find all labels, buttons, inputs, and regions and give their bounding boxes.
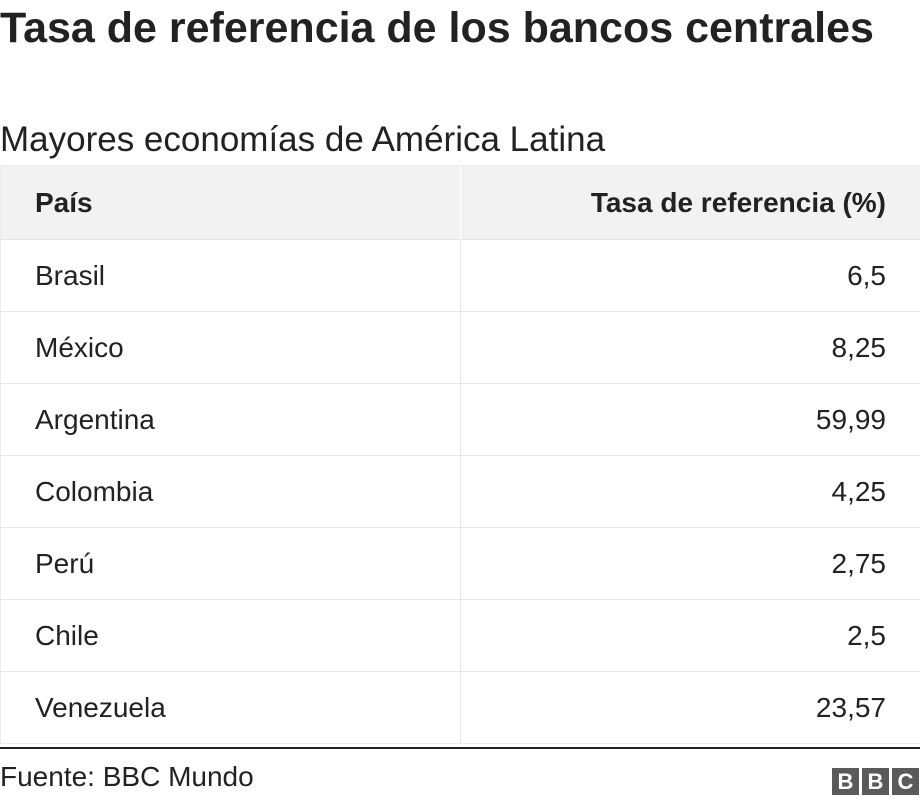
country-cell: Colombia [0, 455, 461, 528]
rate-cell: 4,25 [460, 455, 920, 528]
logo-letter: B [862, 768, 889, 795]
column-header-country: País [0, 165, 461, 240]
country-cell: Brasil [0, 239, 461, 312]
logo-letter: B [832, 768, 859, 795]
rate-cell: 8,25 [460, 311, 920, 384]
column-header-rate: Tasa de referencia (%) [590, 186, 886, 218]
country-cell: Venezuela [0, 671, 461, 744]
table-row: Argentina 59,99 [0, 383, 920, 456]
source-note: Fuente: BBC Mundo [0, 761, 254, 792]
table-row: México 8,25 [0, 311, 920, 384]
country-cell: México [0, 311, 461, 384]
table-row: Venezuela 23,57 [0, 671, 920, 744]
data-table-container: País Tasa de referencia (%) Brasil 6,5 M… [0, 165, 920, 744]
rate-cell: 6,5 [460, 239, 920, 312]
bbc-logo: B B C [832, 768, 919, 795]
chart-subtitle: Mayores economías de América Latina [0, 120, 606, 159]
table-row: Perú 2,75 [0, 527, 920, 600]
table-row: Colombia 4,25 [0, 455, 920, 528]
header-row: País Tasa de referencia (%) [0, 165, 920, 240]
rate-cell: 59,99 [460, 383, 920, 456]
table-body: Brasil 6,5 México 8,25 Argentina 59,99 C… [0, 239, 920, 744]
country-cell: Argentina [0, 383, 461, 456]
rate-cell: 2,75 [460, 527, 920, 600]
logo-letter: C [892, 768, 919, 795]
table-row: Chile 2,5 [0, 599, 920, 672]
rate-cell: 2,5 [460, 599, 920, 672]
table-header: País Tasa de referencia (%) [0, 165, 920, 240]
footer-divider [0, 747, 920, 749]
data-table: País Tasa de referencia (%) Brasil 6,5 M… [0, 165, 920, 744]
chart-title: Tasa de referencia de los bancos central… [0, 4, 874, 52]
country-cell: Perú [0, 527, 461, 600]
rate-cell: 23,57 [460, 671, 920, 744]
country-cell: Chile [0, 599, 461, 672]
table-row: Brasil 6,5 [0, 239, 920, 312]
